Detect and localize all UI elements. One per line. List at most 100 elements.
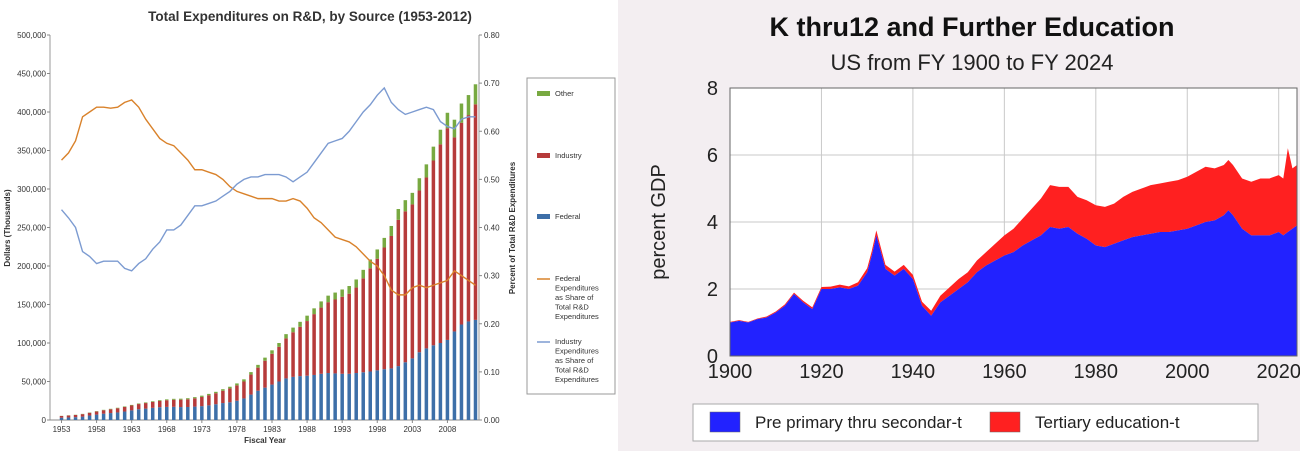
rd-bar-industry-1965 bbox=[143, 403, 148, 409]
rd-bar-industry-1987 bbox=[298, 326, 302, 377]
edu-legend-label-tertiary: Tertiary education-t bbox=[1035, 413, 1180, 432]
rd-bar-federal-1956 bbox=[80, 416, 85, 420]
rd-bar-federal-2009 bbox=[452, 331, 457, 420]
rd-bar-industry-1996 bbox=[361, 278, 365, 373]
rd-xtick-label: 1973 bbox=[193, 425, 211, 434]
rd-bar-other-1969 bbox=[172, 398, 176, 400]
rd-legend-swatch-industry bbox=[537, 153, 550, 158]
rd-bar-federal-1995 bbox=[354, 373, 358, 420]
rd-bar-industry-1993 bbox=[340, 296, 344, 374]
rd-bar-industry-1964 bbox=[136, 404, 141, 410]
rd-bar-industry-1983 bbox=[270, 353, 274, 385]
rd-bar-industry-1980 bbox=[249, 374, 253, 395]
rd-bar-other-2011 bbox=[466, 95, 471, 116]
rd-bar-federal-1972 bbox=[193, 406, 197, 420]
rd-xtick-label: 1998 bbox=[368, 425, 386, 434]
rd-bar-industry-1968 bbox=[165, 400, 169, 407]
rd-bar-federal-1998 bbox=[375, 370, 380, 420]
rd-bar-industry-1966 bbox=[150, 401, 155, 408]
rd-bar-federal-1962 bbox=[122, 411, 127, 420]
rd-bar-industry-1953 bbox=[59, 415, 64, 418]
rd-bar-other-2010 bbox=[459, 103, 464, 123]
rd-bar-other-2002 bbox=[403, 200, 408, 212]
rd-bar-industry-2002 bbox=[403, 211, 408, 363]
rd-bar-industry-1963 bbox=[129, 405, 134, 411]
rd-bar-industry-2004 bbox=[417, 190, 422, 353]
rd-bar-federal-1996 bbox=[361, 372, 365, 420]
rd-ytick-label: 100,000 bbox=[17, 339, 46, 348]
edu-xtick-label: 2020 bbox=[1256, 361, 1300, 383]
rd-line-ind_share bbox=[60, 86, 476, 272]
rd-bar-industry-2009 bbox=[452, 137, 457, 332]
rd-legend-label-federal: Federal bbox=[555, 212, 581, 221]
rd-ytick-label: 300,000 bbox=[17, 185, 46, 194]
rd-bar-federal-1969 bbox=[172, 406, 176, 420]
rd-bar-industry-1972 bbox=[193, 398, 197, 407]
rd-bar-industry-1970 bbox=[179, 399, 183, 408]
rd-bar-federal-2004 bbox=[417, 352, 422, 420]
rd-bar-federal-1977 bbox=[228, 402, 232, 420]
rd-bar-other-1981 bbox=[256, 364, 260, 368]
edu-xtick-label: 1980 bbox=[1074, 361, 1119, 383]
rd-bar-federal-2010 bbox=[459, 324, 464, 420]
rd-bar-federal-1958 bbox=[94, 414, 99, 420]
rd-y2tick-label: 0.20 bbox=[484, 320, 500, 329]
rd-ytick-label: 250,000 bbox=[17, 224, 46, 233]
rd-bar-industry-1974 bbox=[207, 395, 211, 406]
rd-bar-industry-1976 bbox=[221, 390, 225, 404]
rd-bar-industry-1955 bbox=[73, 414, 78, 418]
rd-bar-federal-2011 bbox=[466, 321, 471, 420]
rd-bar-federal-1986 bbox=[291, 376, 295, 420]
rd-ytick-label: 0 bbox=[42, 416, 47, 425]
rd-bar-federal-2002 bbox=[403, 362, 408, 420]
rd-ytick-label: 350,000 bbox=[17, 147, 46, 156]
rd-bar-federal-1979 bbox=[242, 398, 246, 420]
rd-bar-other-1977 bbox=[228, 386, 232, 389]
rd-bar-industry-1990 bbox=[319, 307, 323, 374]
rd-xtick-label: 1953 bbox=[53, 425, 71, 434]
rd-bar-industry-1957 bbox=[87, 412, 92, 416]
rd-bar-industry-1959 bbox=[101, 410, 106, 414]
rd-legend-label-ind_share: Industry Expenditures as Share of Total R&D… bbox=[555, 337, 599, 384]
rd-bar-industry-1975 bbox=[214, 393, 218, 405]
rd-bar-other-1998 bbox=[375, 249, 380, 259]
rd-bar-other-1997 bbox=[368, 259, 372, 269]
rd-bar-federal-1989 bbox=[312, 374, 316, 420]
edu-ytick-label: 4 bbox=[707, 212, 718, 234]
rd-bar-federal-1987 bbox=[298, 376, 302, 420]
rd-bar-industry-1988 bbox=[305, 321, 309, 376]
rd-bar-federal-1999 bbox=[382, 369, 387, 420]
rd-bar-other-1976 bbox=[221, 389, 225, 391]
rd-y2tick-label: 0.10 bbox=[484, 368, 500, 377]
rd-bar-other-1993 bbox=[340, 289, 344, 297]
rd-ytick-label: 50,000 bbox=[22, 378, 47, 387]
rd-bar-industry-1978 bbox=[235, 385, 239, 401]
rd-bar-federal-1976 bbox=[221, 403, 225, 420]
rd-bar-federal-2006 bbox=[431, 345, 436, 420]
rd-bar-industry-1984 bbox=[277, 346, 281, 382]
rd-y2tick-label: 0.30 bbox=[484, 272, 500, 281]
rd-bar-industry-1977 bbox=[228, 388, 232, 403]
rd-xtick-label: 1993 bbox=[333, 425, 351, 434]
rd-xtick-label: 2008 bbox=[439, 425, 457, 434]
rd-bar-other-2007 bbox=[438, 129, 443, 145]
rd-bar-other-1966 bbox=[150, 401, 155, 402]
rd-bar-federal-1963 bbox=[129, 410, 134, 420]
rd-bar-industry-2003 bbox=[410, 204, 415, 359]
rd-bar-federal-1954 bbox=[66, 417, 71, 420]
rd-bar-industry-1958 bbox=[94, 411, 99, 415]
rd-y2tick-label: 0.80 bbox=[484, 31, 500, 40]
rd-chart-y2label: Percent of Total R&D Expenditures bbox=[508, 161, 517, 294]
edu-legend-swatch-primary bbox=[709, 411, 741, 433]
rd-bar-federal-1978 bbox=[235, 400, 239, 420]
rd-bar-other-1996 bbox=[361, 269, 365, 279]
edu-area-primary bbox=[730, 210, 1297, 356]
rd-bar-industry-2012 bbox=[473, 104, 478, 320]
rd-bar-other-1995 bbox=[354, 279, 358, 288]
rd-bar-federal-1965 bbox=[143, 408, 148, 420]
rd-bar-other-1975 bbox=[214, 391, 218, 394]
rd-bar-federal-1988 bbox=[305, 375, 309, 420]
rd-bar-federal-1985 bbox=[284, 378, 288, 420]
rd-ytick-label: 500,000 bbox=[17, 31, 46, 40]
